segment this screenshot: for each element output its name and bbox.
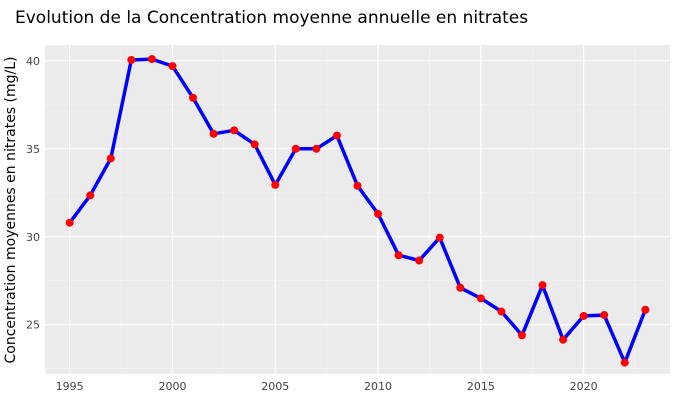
data-point[interactable] (435, 233, 444, 242)
x-tick-label: 2020 (570, 380, 598, 393)
y-tick-label: 40 (26, 55, 40, 68)
data-point[interactable] (394, 251, 403, 260)
data-point[interactable] (250, 140, 259, 149)
data-point[interactable] (476, 294, 485, 303)
data-point[interactable] (189, 93, 198, 102)
x-tick-label: 2010 (364, 380, 392, 393)
y-tick-label: 30 (26, 231, 40, 244)
data-point[interactable] (147, 55, 156, 64)
data-point[interactable] (456, 283, 465, 292)
data-point[interactable] (230, 126, 239, 135)
data-point[interactable] (517, 331, 526, 340)
tick-labels: 1995 2000 2005 2010 2015 2020 25 30 35 40 (26, 55, 598, 393)
y-tick-label: 35 (26, 143, 40, 156)
chart-title: Evolution de la Concentration moyenne an… (15, 8, 528, 28)
data-point[interactable] (374, 209, 383, 218)
data-point[interactable] (106, 154, 115, 163)
data-point[interactable] (641, 305, 650, 314)
data-point[interactable] (291, 144, 300, 153)
x-tick-label: 2000 (158, 380, 186, 393)
plot-area (45, 45, 670, 374)
data-point[interactable] (209, 129, 218, 138)
data-point[interactable] (600, 311, 609, 320)
series-group (65, 55, 650, 367)
data-point[interactable] (332, 131, 341, 140)
grid-lines (45, 45, 670, 374)
data-point[interactable] (127, 55, 136, 64)
y-axis-label: Concentration moyennes en nitrates (mg/L… (3, 56, 19, 363)
data-point[interactable] (497, 307, 506, 316)
data-point[interactable] (559, 335, 568, 344)
data-point[interactable] (415, 256, 424, 265)
data-point[interactable] (620, 358, 629, 367)
data-point[interactable] (65, 218, 74, 227)
data-point[interactable] (86, 191, 95, 200)
data-point[interactable] (312, 144, 321, 153)
data-point[interactable] (353, 181, 362, 190)
x-tick-label: 1995 (56, 380, 84, 393)
x-tick-label: 2015 (467, 380, 495, 393)
data-point[interactable] (271, 180, 280, 189)
data-point[interactable] (579, 311, 588, 320)
data-point[interactable] (168, 62, 177, 71)
data-point[interactable] (538, 281, 547, 290)
y-tick-label: 25 (26, 319, 40, 332)
x-tick-label: 2005 (261, 380, 289, 393)
